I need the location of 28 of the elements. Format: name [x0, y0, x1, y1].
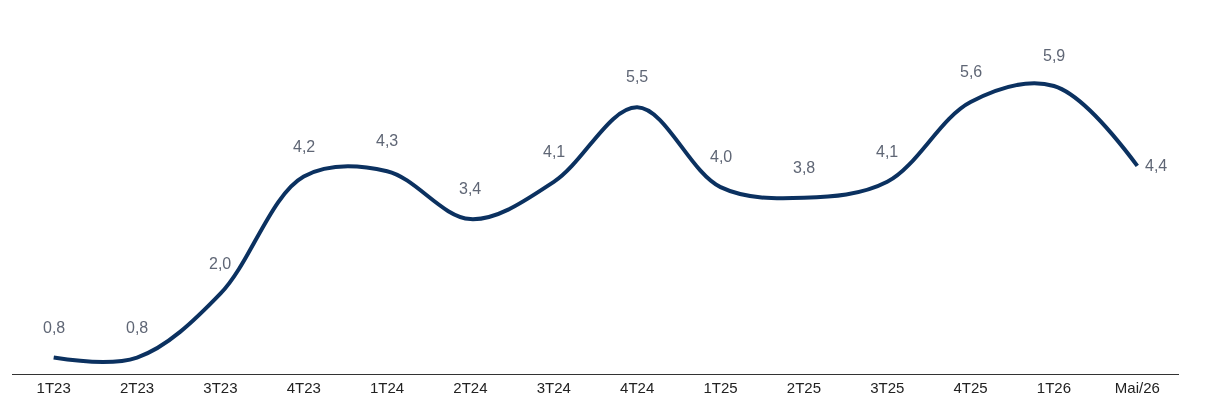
data-label: 5,6 [960, 63, 983, 80]
data-label: 4,3 [376, 132, 399, 149]
x-tick-label: 3T25 [870, 379, 905, 396]
x-tick-label: 1T23 [36, 379, 71, 396]
x-tick-label: 3T23 [203, 379, 238, 396]
x-tick-label: 4T23 [286, 379, 321, 396]
data-label: 2,0 [209, 255, 232, 272]
x-tick-label: 4T25 [953, 379, 988, 396]
x-tick-label: 2T25 [786, 379, 821, 396]
data-label: 4,1 [543, 143, 566, 160]
x-tick-label: 3T24 [536, 379, 571, 396]
x-tick-label: 1T26 [1036, 379, 1072, 396]
data-label: 0,8 [43, 319, 66, 336]
data-label: 3,8 [793, 159, 816, 176]
x-tick-label: 4T24 [620, 379, 655, 396]
x-tick-label: 2T23 [119, 379, 155, 396]
data-label: 4,4 [1145, 157, 1168, 174]
data-label: 4,2 [293, 138, 316, 155]
data-label: 4,0 [710, 148, 733, 165]
data-label: 4,1 [876, 143, 899, 160]
data-label: 0,8 [126, 319, 149, 336]
x-tick-label: Mai/26 [1114, 379, 1160, 396]
data-label: 5,9 [1043, 47, 1066, 64]
x-tick-label: 1T24 [370, 379, 405, 396]
x-tick-label: 2T24 [453, 379, 488, 396]
x-tick-label: 1T25 [703, 379, 738, 396]
data-label: 3,4 [459, 180, 482, 197]
data-label: 5,5 [626, 68, 649, 85]
